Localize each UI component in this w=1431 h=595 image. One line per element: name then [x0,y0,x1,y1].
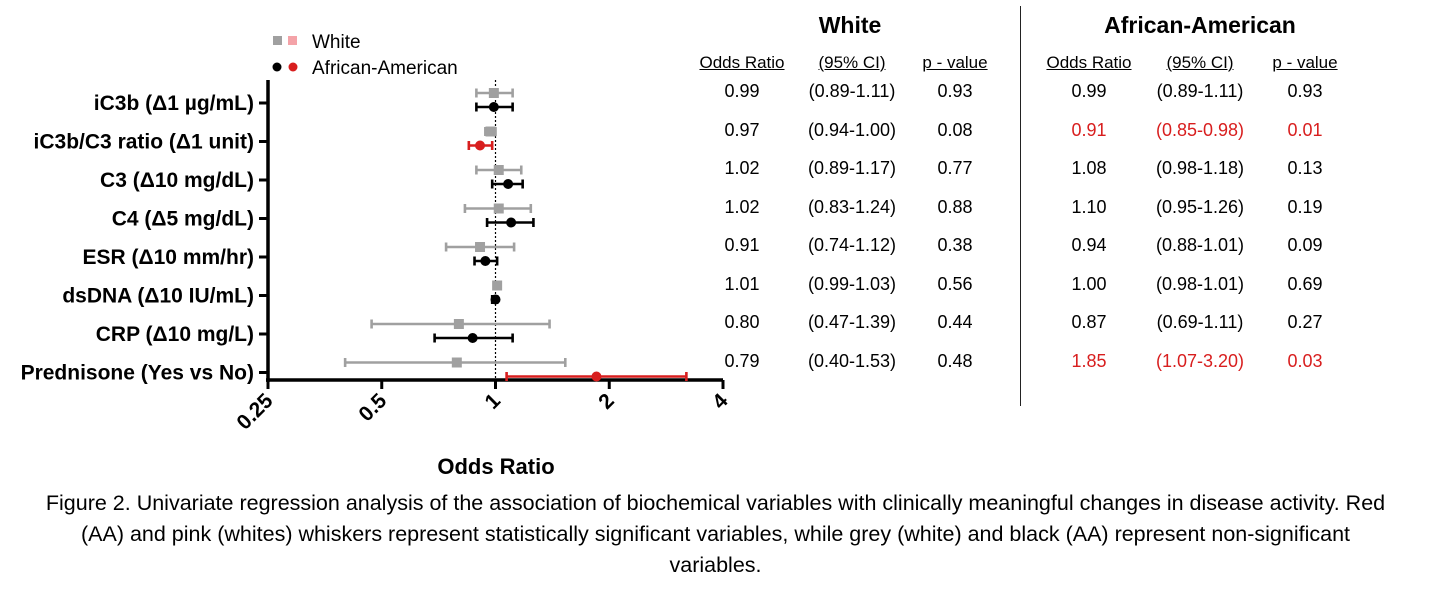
point-african-american [467,333,478,343]
point-african-american [503,179,514,189]
point-african-american [506,217,517,228]
white-table-cell: (0.83-1.24) [807,196,897,217]
point-white [488,88,499,98]
y-axis-label: dsDNA (Δ10 IU/mL) [62,285,254,308]
white-header-p-value: p - value [922,53,988,72]
point-white [493,165,504,175]
aa-table-cell: 0.03 [1287,350,1323,371]
white-table-title: White [818,12,882,38]
legend-white-label: White [312,32,361,53]
aa-header-p-value: p - value [1272,53,1338,72]
legend-aa-label: African-American [312,58,458,79]
aa-table-title: African-American [1104,12,1296,38]
point-white [453,319,464,329]
white-table-cell: 1.02 [724,158,760,178]
white-table-cell: (0.47-1.39) [807,312,897,332]
white-table-cell: 0.48 [937,350,973,371]
y-axis-label: Prednisone (Yes vs No) [21,362,254,385]
y-axis-label: iC3b (Δ1 µg/mL) [94,92,254,115]
aa-table-cell: 0.99 [1071,81,1107,101]
aa-table-cell: 0.09 [1287,235,1323,255]
white-table-cell: 0.80 [724,312,760,332]
forest-plot: White African-American 0.25 0.5 1 2 4 iC3b (… [21,32,733,479]
x-axis-title: Odds Ratio [437,454,554,479]
white-table-cell: (0.99-1.03) [807,273,897,294]
x-tick-label: 1 [481,389,506,414]
white-table-cell: (0.89-1.11) [808,81,896,101]
point-white [475,242,486,252]
legend-aa-black-marker-icon [272,62,282,72]
aa-table-cell: 0.01 [1287,119,1323,140]
point-white [451,357,462,368]
aa-table-cell: 0.69 [1287,273,1323,294]
point-white [485,126,496,137]
y-axis-label: CRP (Δ10 mg/L) [96,323,254,346]
legend-aa-red-marker-icon [288,62,298,72]
point-african-american [480,256,491,266]
white-table-cell: 0.79 [724,350,760,371]
aa-table-cell: (1.07-3.20) [1155,350,1245,371]
white-table-cell: 1.02 [724,196,760,217]
point-african-american [475,140,486,151]
white-table-cell: 0.44 [937,312,973,332]
y-axis-label: C4 (Δ5 mg/dL) [112,208,254,231]
point-african-american [490,294,501,305]
y-axis-label: iC3b/C3 ratio (Δ1 unit) [34,131,254,154]
aa-table-cell: (0.69-1.11) [1156,312,1244,332]
x-tick-label: 2 [594,389,619,414]
white-table-cell: 1.01 [724,273,760,294]
white-table-cell: (0.94-1.00) [807,119,897,140]
white-table-cell: 0.88 [937,196,973,217]
white-table-cell: (0.74-1.12) [807,235,897,255]
aa-table-cell: (0.98-1.01) [1155,273,1245,294]
x-tick-label: 0.25 [232,389,277,434]
white-table-cell: 0.38 [937,235,973,255]
white-header-odds-ratio: Odds Ratio [699,53,785,72]
white-header-ci: (95% CI) [818,53,886,72]
aa-table-cell: 0.91 [1071,119,1107,140]
data-marks [343,88,688,382]
aa-table-cell: (0.95-1.26) [1155,196,1245,217]
point-african-american [591,371,602,382]
white-table-cell: 0.08 [937,119,973,140]
x-tick-label: 0.5 [354,389,391,426]
point-african-american [488,102,499,112]
aa-table-cell: (0.88-1.01) [1155,235,1245,255]
table-separator [1020,6,1021,406]
white-table-cell: 0.93 [937,81,973,101]
y-axis-label: ESR (Δ10 mm/hr) [83,246,254,269]
point-white [492,280,503,291]
aa-table-cell: (0.98-1.18) [1155,158,1245,178]
aa-table-cell: 1.08 [1071,158,1107,178]
figure-caption: Figure 2. Univariate regression analysis… [45,491,1386,577]
aa-table-cell: 1.10 [1071,196,1107,217]
aa-table-cell: (0.85-0.98) [1155,119,1245,140]
y-axis-labels: iC3b (Δ1 µg/mL) iC3b/C3 ratio (Δ1 unit) C3… [21,92,254,385]
white-table-cell: 0.91 [724,235,760,255]
legend-white-pink-marker-icon [288,36,297,45]
aa-table-cell: 0.13 [1287,158,1323,178]
x-tick-label: 4 [708,389,733,414]
aa-header-ci: (95% CI) [1166,53,1234,72]
aa-table-cell: (0.89-1.11) [1156,81,1244,101]
aa-table-cell: 0.94 [1071,235,1107,255]
point-white [493,203,504,214]
aa-table-cell: 1.00 [1071,273,1107,294]
legend: White African-American [272,32,458,79]
aa-table-cell: 0.87 [1071,312,1107,332]
white-table-cell: 0.99 [724,81,760,101]
white-table-cell: 0.97 [724,119,760,140]
white-table-cell: (0.89-1.17) [807,158,897,178]
white-table-cell: 0.77 [937,158,973,178]
aa-table-cell: 0.93 [1287,81,1323,101]
white-table-cell: (0.40-1.53) [807,350,897,371]
legend-white-grey-marker-icon [273,36,282,45]
white-table-cell: 0.56 [937,273,973,294]
aa-table-cell: 0.19 [1287,196,1323,217]
aa-table-cell: 0.27 [1287,312,1323,332]
aa-table-cell: 1.85 [1071,350,1107,371]
aa-header-odds-ratio: Odds Ratio [1046,53,1132,72]
y-axis-label: C3 (Δ10 mg/dL) [100,169,254,192]
